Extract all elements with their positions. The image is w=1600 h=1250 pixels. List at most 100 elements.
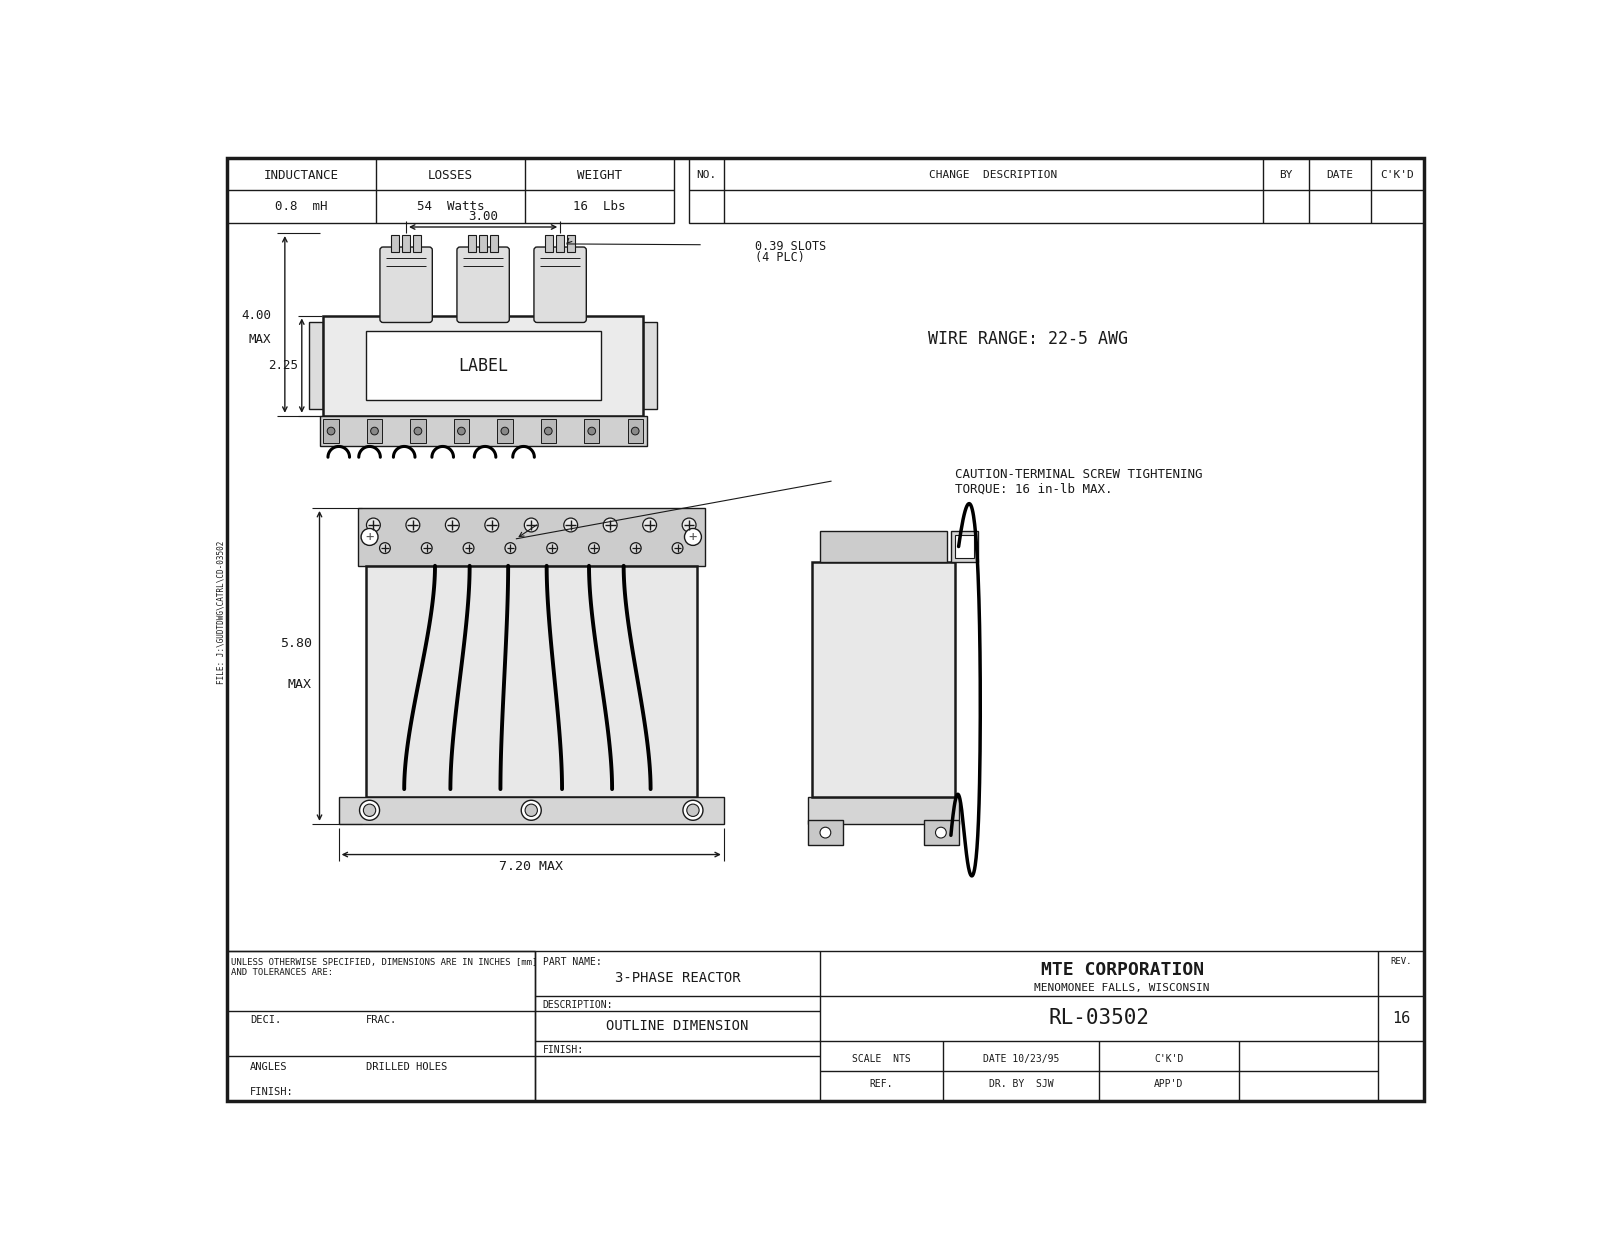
Text: 7.20 MAX: 7.20 MAX	[499, 860, 563, 874]
Text: 0.39 SLOTS: 0.39 SLOTS	[755, 240, 826, 252]
Circle shape	[445, 518, 459, 532]
Circle shape	[547, 542, 557, 554]
Bar	[557, 235, 563, 251]
Circle shape	[589, 542, 600, 554]
Bar	[323, 419, 339, 444]
Bar	[413, 235, 421, 251]
Text: UNLESS OTHERWISE SPECIFIED, DIMENSIONS ARE IN INCHES [mm]: UNLESS OTHERWISE SPECIFIED, DIMENSIONS A…	[230, 959, 538, 968]
Text: FINISH:: FINISH:	[542, 1045, 584, 1055]
Text: DESCRIPTION:: DESCRIPTION:	[542, 1000, 613, 1010]
Text: DRILLED HOLES: DRILLED HOLES	[366, 1062, 446, 1072]
Circle shape	[632, 428, 638, 435]
Bar	[480, 235, 486, 251]
Text: CAUTION-TERMINAL SCREW TIGHTENING: CAUTION-TERMINAL SCREW TIGHTENING	[955, 469, 1202, 481]
Text: 54  Watts: 54 Watts	[416, 200, 485, 214]
Text: DECI.: DECI.	[250, 1015, 282, 1025]
Circle shape	[603, 518, 618, 532]
Circle shape	[587, 428, 595, 435]
Bar	[320, 416, 646, 446]
Circle shape	[630, 542, 642, 554]
Text: BY: BY	[1278, 170, 1293, 180]
Bar	[454, 419, 469, 444]
Circle shape	[406, 518, 419, 532]
Bar	[402, 235, 410, 251]
Text: 16: 16	[1392, 1011, 1411, 1026]
Bar	[808, 820, 843, 845]
Bar	[366, 419, 382, 444]
Text: FRAC.: FRAC.	[366, 1015, 397, 1025]
Bar	[392, 235, 398, 251]
Circle shape	[366, 518, 381, 532]
Text: REV.: REV.	[1390, 958, 1413, 966]
Bar	[339, 796, 723, 824]
Bar	[808, 796, 958, 824]
Circle shape	[819, 828, 830, 838]
Bar	[923, 820, 958, 845]
Circle shape	[685, 529, 701, 545]
Text: FINISH:: FINISH:	[250, 1086, 294, 1096]
Circle shape	[462, 542, 474, 554]
Text: CHANGE  DESCRIPTION: CHANGE DESCRIPTION	[930, 170, 1058, 180]
Text: C'K'D: C'K'D	[1381, 170, 1414, 180]
Circle shape	[501, 428, 509, 435]
Bar	[410, 419, 426, 444]
Text: 4.00: 4.00	[242, 309, 270, 321]
Text: MAX: MAX	[288, 679, 312, 691]
Circle shape	[421, 542, 432, 554]
Bar	[690, 158, 1424, 224]
Circle shape	[360, 800, 379, 820]
Bar	[950, 531, 978, 562]
Circle shape	[936, 828, 946, 838]
Circle shape	[379, 542, 390, 554]
Bar	[227, 951, 1424, 1101]
Text: 2.25: 2.25	[267, 359, 298, 372]
Text: OUTLINE DIMENSION: OUTLINE DIMENSION	[606, 1019, 749, 1032]
Circle shape	[643, 518, 656, 532]
Text: RL-03502: RL-03502	[1048, 1009, 1150, 1029]
Bar	[955, 535, 974, 558]
Bar	[498, 419, 512, 444]
Bar	[566, 235, 574, 251]
Circle shape	[686, 804, 699, 816]
FancyBboxPatch shape	[379, 248, 432, 322]
Text: 3.00: 3.00	[469, 210, 498, 222]
FancyBboxPatch shape	[534, 248, 586, 322]
Circle shape	[371, 428, 378, 435]
Text: DATE: DATE	[1326, 170, 1354, 180]
Circle shape	[672, 542, 683, 554]
Bar	[627, 419, 643, 444]
Circle shape	[485, 518, 499, 532]
Text: C'K'D: C'K'D	[1154, 1054, 1184, 1064]
Circle shape	[563, 518, 578, 532]
Circle shape	[506, 542, 515, 554]
Bar	[541, 419, 557, 444]
Text: (4 PLC): (4 PLC)	[755, 250, 805, 264]
Bar	[358, 508, 704, 566]
Circle shape	[458, 428, 466, 435]
Bar	[366, 566, 698, 796]
Text: WEIGHT: WEIGHT	[576, 169, 622, 181]
Bar	[366, 331, 600, 400]
Text: INDUCTANCE: INDUCTANCE	[264, 169, 339, 181]
Text: ANGLES: ANGLES	[250, 1062, 288, 1072]
Bar	[227, 158, 674, 224]
Circle shape	[522, 800, 541, 820]
Text: LABEL: LABEL	[458, 356, 509, 375]
Bar	[323, 315, 643, 416]
Text: 3-PHASE REACTOR: 3-PHASE REACTOR	[614, 971, 741, 985]
Text: DR. BY  SJW: DR. BY SJW	[989, 1079, 1053, 1089]
Circle shape	[682, 518, 696, 532]
FancyBboxPatch shape	[458, 248, 509, 322]
Bar	[469, 235, 477, 251]
Bar	[227, 951, 534, 1101]
Text: LOSSES: LOSSES	[427, 169, 474, 181]
Text: 5.80: 5.80	[280, 638, 312, 650]
Bar	[546, 235, 554, 251]
Circle shape	[525, 518, 538, 532]
Text: +: +	[688, 530, 698, 544]
Text: WIRE RANGE: 22-5 AWG: WIRE RANGE: 22-5 AWG	[928, 330, 1128, 348]
Text: +: +	[365, 530, 374, 544]
Circle shape	[414, 428, 422, 435]
Bar	[819, 531, 947, 562]
Text: FILE: J:\GUDTDWG\CATRL\CD-03502: FILE: J:\GUDTDWG\CATRL\CD-03502	[216, 540, 226, 684]
